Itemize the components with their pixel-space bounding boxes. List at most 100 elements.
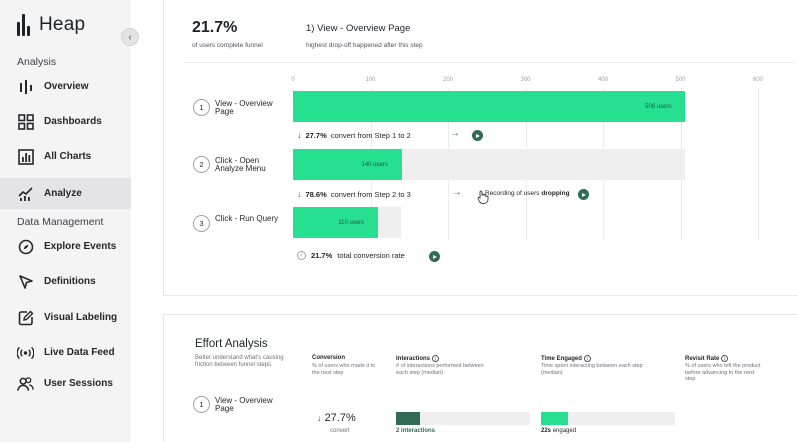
chevron-left-icon: ‹	[128, 31, 132, 43]
logo-text: Heap	[39, 14, 86, 35]
time-engaged-bar[interactable]	[541, 412, 568, 425]
conversion-step-2-3: ↓ 78.6% convert from Step 2 to 3	[297, 189, 411, 199]
sidebar-item-visual-labeling[interactable]: Visual Labeling	[0, 302, 131, 333]
sidebar-item-label: Analyze	[44, 188, 82, 199]
step-label: Click - Run Query	[215, 214, 279, 223]
sidebar-item-user-sessions[interactable]: User Sessions	[0, 368, 131, 399]
col-head-label: Revisit Rate	[685, 356, 720, 362]
sidebar-item-label: Live Data Feed	[44, 347, 115, 358]
sidebar-item-analyze[interactable]: Analyze	[0, 178, 131, 209]
conversion-pct: 78.6%	[305, 189, 327, 199]
grid-icon	[17, 113, 34, 130]
sidebar-item-definitions[interactable]: Definitions	[0, 266, 131, 297]
funnel-bar-step-3[interactable]	[293, 207, 379, 238]
sidebar-item-label: Definitions	[44, 276, 96, 287]
recording-tooltip[interactable]: Recording of users dropping	[485, 190, 570, 197]
time-engaged-value-text: 22s	[541, 428, 552, 434]
funnel-card	[163, 0, 798, 296]
view-dropoff-arrow-icon[interactable]: →	[450, 128, 460, 139]
effort-conversion-pct: 27.7%	[324, 412, 356, 424]
chart-icon	[17, 148, 34, 165]
funnel-bar-step-1[interactable]	[293, 91, 686, 122]
step-label: View - Overview Page	[215, 396, 273, 413]
time-engaged-bar-track	[541, 412, 675, 425]
info-icon[interactable]: i	[721, 355, 729, 362]
down-arrow-icon: ↓	[297, 130, 302, 140]
heap-logo-icon	[17, 14, 33, 36]
main-content: 21.7% of users complete funnel 1) View -…	[131, 0, 798, 442]
sidebar-item-all-charts[interactable]: All Charts	[0, 141, 131, 172]
play-recording-button[interactable]	[429, 251, 440, 262]
divider	[183, 62, 795, 63]
effort-analysis-subtitle: Better understand what's causing frictio…	[195, 355, 284, 368]
broadcast-icon	[17, 344, 34, 361]
axis-tick-label: 200	[442, 77, 454, 83]
sidebar-item-label: Explore Events	[44, 241, 117, 252]
recording-tooltip-text: Recording of users	[485, 190, 540, 197]
users-icon	[17, 375, 34, 392]
interactions-bar-track	[396, 412, 530, 425]
sidebar-item-label: User Sessions	[44, 378, 113, 389]
info-icon[interactable]: i	[583, 355, 591, 362]
analyze-icon	[17, 185, 34, 202]
effort-conversion-value: ↓ 27.7%	[317, 412, 356, 424]
col-desc-time-engaged: Time spent interacting between each step…	[541, 363, 643, 376]
sidebar-item-dashboards[interactable]: Dashboards	[0, 106, 131, 137]
completion-rate-label: of users complete funnel	[192, 42, 263, 49]
sidebar-item-label: Dashboards	[44, 116, 102, 127]
col-head-interactions: Interactions i	[396, 355, 440, 362]
conversion-text: convert from Step 2 to 3	[330, 189, 411, 199]
time-engaged-sub: engaged	[552, 428, 577, 434]
check-circle-icon: ✓	[297, 251, 306, 260]
sidebar-item-label: All Charts	[44, 151, 92, 162]
down-arrow-icon: ↓	[297, 189, 302, 199]
col-head-time-engaged: Time Engaged i	[541, 355, 591, 362]
step-number: 1	[193, 396, 210, 413]
info-icon[interactable]: i	[432, 355, 440, 362]
effort-analysis-title: Effort Analysis	[195, 338, 268, 350]
dropoff-step-title: 1) View - Overview Page	[306, 23, 411, 34]
sidebar-item-live-data-feed[interactable]: Live Data Feed	[0, 337, 131, 368]
col-desc-revisit-rate: % of users who left the product before a…	[685, 363, 761, 382]
col-head-label: Time Engaged	[541, 356, 582, 362]
play-recording-button[interactable]	[578, 189, 589, 200]
completion-rate: 21.7%	[192, 19, 238, 36]
axis-tick-label: 600	[752, 77, 764, 83]
view-dropoff-arrow-icon[interactable]: →	[452, 187, 462, 198]
col-desc-conversion: % of users who made it to the next step	[312, 363, 376, 376]
section-label-analysis: Analysis	[17, 56, 57, 68]
total-conversion-pct: 21.7%	[311, 251, 333, 260]
conversion-text: convert from Step 1 to 2	[330, 130, 411, 140]
step-number: 1	[193, 99, 210, 116]
step-number: 3	[193, 215, 210, 232]
axis-tick-label: 400	[597, 77, 609, 83]
axis-tick-label: 100	[365, 77, 376, 83]
time-engaged-value: 22s engaged	[541, 428, 576, 434]
funnel-bar-label: 140 users	[361, 162, 388, 168]
heap-logo[interactable]: Heap	[17, 14, 85, 36]
sidebar: Heap Analysis Overview Dashboards All Ch…	[0, 0, 131, 442]
funnel-bar-label: 506 users	[645, 104, 672, 110]
down-arrow-icon: ↓	[317, 413, 322, 423]
interactions-bar[interactable]	[396, 412, 421, 425]
section-label-data-management: Data Management	[17, 216, 104, 228]
funnel-bar-step-2[interactable]	[293, 149, 402, 180]
pointer-icon	[17, 273, 34, 290]
sidebar-item-overview[interactable]: Overview	[0, 71, 131, 102]
axis-tick-label: 0	[291, 77, 295, 83]
total-conversion: ✓ 21.7% total conversion rate	[297, 251, 405, 260]
recording-tooltip-bold: dropping	[541, 190, 570, 197]
interactions-value: 2 interactions	[396, 428, 435, 434]
col-head-conversion: Conversion	[312, 355, 345, 361]
compass-icon	[17, 238, 34, 255]
conversion-step-1-2: ↓ 27.7% convert from Step 1 to 2	[297, 130, 411, 140]
interactions-value-text: 2 interactions	[396, 428, 436, 434]
sidebar-item-explore-events[interactable]: Explore Events	[0, 231, 131, 262]
dropoff-step-subtitle: highest drop-off happened after this ste…	[306, 42, 423, 49]
effort-conversion-sub: convert	[330, 428, 350, 434]
collapse-sidebar-button[interactable]: ‹	[121, 28, 139, 46]
step-label: Click - Open Analyze Menu	[215, 156, 266, 173]
play-recording-button[interactable]	[472, 130, 483, 141]
heap-bars-icon	[17, 78, 34, 95]
